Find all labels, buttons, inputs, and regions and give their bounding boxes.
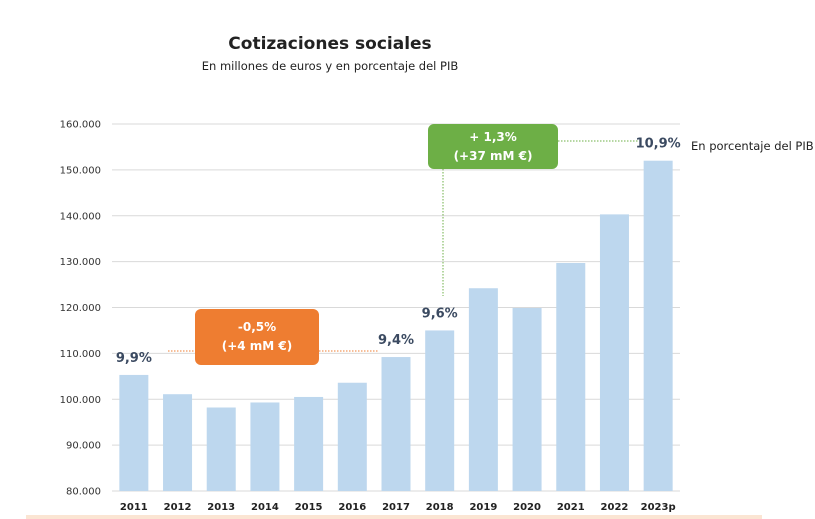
bar-2019 [468, 288, 498, 491]
callout-orange-line2: (+4 mM €) [221, 339, 293, 353]
y-tick-label: 110.000 [60, 349, 101, 360]
x-tick-label: 2014 [251, 502, 279, 513]
x-tick-label: 2021 [557, 502, 585, 513]
x-tick-label: 2016 [338, 502, 366, 513]
y-tick-label: 100.000 [60, 395, 101, 406]
pib-label-2018: 9,6% [422, 306, 458, 321]
bar-2023p [643, 160, 673, 491]
bar-2016 [337, 382, 367, 491]
chart-subtitle: En millones de euros y en porcentaje del… [201, 59, 459, 73]
bar-2020 [512, 307, 542, 491]
pib-label-2023p: 10,9% [636, 137, 681, 152]
bottom-band [26, 515, 762, 519]
bar-2012 [163, 394, 193, 491]
callout-green: + 1,3% (+37 mM €) [428, 124, 558, 169]
callout-green-line2: (+37 mM €) [453, 148, 533, 163]
bar-2018 [425, 330, 455, 491]
bar-2011 [119, 374, 149, 491]
pib-note: En porcentaje del PIB [691, 139, 814, 153]
x-tick-label: 2019 [469, 502, 497, 513]
x-tick-label: 2023p [641, 502, 676, 513]
y-tick-label: 120.000 [60, 303, 101, 314]
x-tick-label: 2018 [426, 502, 454, 513]
pib-label-2011: 9,9% [116, 351, 152, 366]
chart-title: Cotizaciones sociales [228, 34, 432, 54]
pib-label-2017: 9,4% [378, 333, 414, 348]
bar-2013 [206, 407, 236, 491]
x-tick-label: 2011 [120, 502, 148, 513]
bar-2015 [294, 396, 324, 491]
x-tick-label: 2017 [382, 502, 410, 513]
callout-orange-line1: -0,5% [237, 320, 277, 334]
bar-2022 [599, 214, 629, 491]
y-tick-label: 130.000 [60, 257, 101, 268]
bar-2014 [250, 402, 280, 491]
x-tick-label: 2012 [164, 502, 192, 513]
x-tick-label: 2013 [207, 502, 235, 513]
bar-2017 [381, 357, 411, 491]
y-tick-label: 150.000 [60, 165, 101, 176]
bar-2021 [556, 263, 586, 491]
x-tick-label: 2015 [295, 502, 323, 513]
x-tick-label: 2022 [601, 502, 629, 513]
y-tick-label: 80.000 [66, 487, 101, 498]
x-tick-label: 2020 [513, 502, 541, 513]
y-tick-label: 140.000 [60, 211, 101, 222]
y-tick-label: 160.000 [60, 120, 101, 131]
callout-orange: -0,5% (+4 mM €) [195, 309, 319, 365]
callout-green-line1: + 1,3% [469, 129, 517, 144]
y-tick-label: 90.000 [66, 441, 101, 452]
